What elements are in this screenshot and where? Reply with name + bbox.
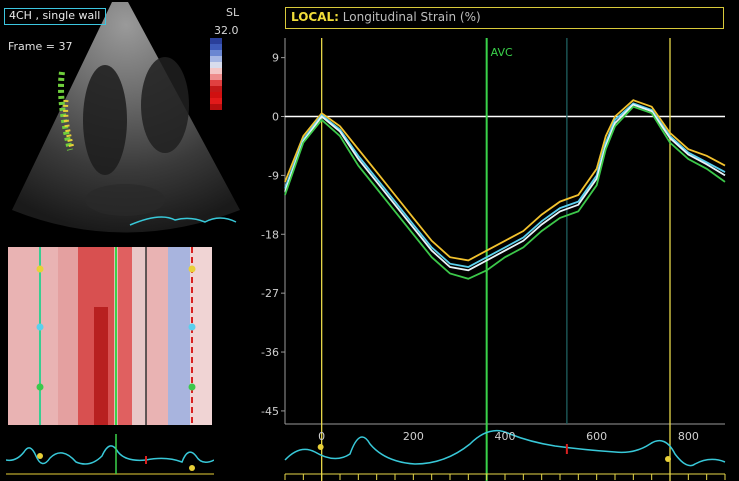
map-band	[132, 247, 146, 425]
left-ventricle-cavity	[83, 65, 127, 175]
colorbar-swatch	[210, 38, 222, 44]
graph-title-bar[interactable]: LOCAL: Longitudinal Strain (%)	[285, 7, 724, 29]
x-tick-label: 400	[495, 430, 516, 443]
map-point[interactable]	[36, 265, 44, 273]
colorbar-swatch	[210, 62, 222, 68]
strain-chart[interactable]: 9 0 -9 -18 -27 -36 -45 0 200 400 600 800 AVC	[255, 34, 739, 481]
frame-label: Frame = 37	[8, 40, 73, 53]
x-tick-label: 0	[318, 430, 325, 443]
colorbar-swatch	[210, 44, 222, 50]
colorbar-swatch	[210, 92, 222, 98]
y-tick-label: 9	[272, 52, 279, 65]
ecg-point	[317, 444, 324, 450]
ecg-point	[189, 465, 195, 471]
graph-title-text: Longitudinal Strain (%)	[342, 10, 481, 24]
graph-title-prefix: LOCAL:	[291, 10, 339, 24]
map-point[interactable]	[36, 383, 44, 391]
ecg-point	[665, 456, 671, 462]
strain-curve[interactable]	[284, 103, 726, 272]
echo-sector-panel[interactable]	[0, 0, 250, 245]
map-band	[94, 307, 108, 425]
map-point[interactable]	[188, 383, 196, 391]
strain-curve[interactable]	[284, 99, 726, 262]
colorbar-swatch	[210, 68, 222, 74]
strain-curve[interactable]	[284, 102, 726, 268]
atria-region	[85, 184, 165, 216]
colorbar-swatch	[210, 86, 222, 92]
colorbar-swatch	[210, 98, 222, 104]
colorbar-swatch	[210, 80, 222, 86]
y-tick-label: -36	[261, 346, 279, 359]
map-point[interactable]	[36, 323, 44, 331]
y-tick-label: -27	[261, 287, 279, 300]
parametric-strain-map[interactable]	[8, 247, 212, 425]
colorbar-label: SL	[226, 6, 240, 19]
strain-colorbar	[210, 38, 222, 110]
map-band	[58, 247, 78, 425]
map-band	[190, 247, 212, 425]
colorbar-swatch	[210, 104, 222, 110]
ecg-trace	[6, 445, 214, 465]
y-tick-label: -18	[261, 228, 279, 241]
map-band	[118, 247, 132, 425]
colorbar-swatch	[210, 74, 222, 80]
y-tick-label: 0	[272, 111, 279, 124]
colorbar-swatch	[210, 50, 222, 56]
view-label: 4CH , single wall	[4, 8, 106, 25]
x-tick-label: 600	[586, 430, 607, 443]
x-tick-label: 200	[403, 430, 424, 443]
map-point[interactable]	[188, 323, 196, 331]
ecg-trace	[284, 429, 726, 467]
right-ventricle-cavity	[141, 57, 189, 153]
mini-ecg-trace	[129, 216, 237, 226]
map-band	[168, 247, 190, 425]
avc-label: AVC	[491, 46, 513, 59]
strain-curve[interactable]	[284, 105, 726, 280]
y-tick-label: -9	[268, 169, 279, 182]
colorbar-swatch	[210, 56, 222, 62]
y-tick-label: -45	[261, 405, 279, 418]
map-ecg-strip[interactable]	[6, 432, 214, 478]
x-tick-label: 800	[678, 430, 699, 443]
colorbar-max-value: 32.0	[214, 24, 239, 37]
ecg-point	[37, 453, 43, 459]
map-point[interactable]	[188, 265, 196, 273]
